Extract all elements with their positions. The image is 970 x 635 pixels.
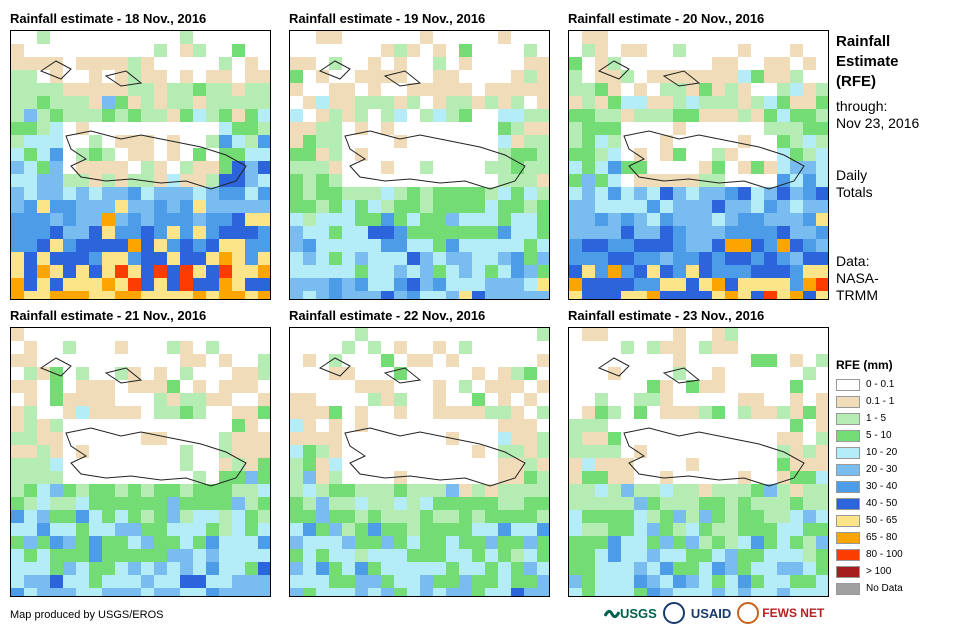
legend-label: 40 - 50: [866, 498, 898, 509]
legend-swatch: [836, 412, 860, 425]
coastline-outline: [318, 60, 526, 190]
map-panel-3: [568, 30, 829, 300]
map-panel-1: [10, 30, 271, 300]
coastline-outline: [39, 60, 247, 190]
legend-item: No Data: [836, 580, 903, 597]
legend-item: 30 - 40: [836, 478, 897, 495]
side-title-line-1: Rainfall: [836, 33, 891, 50]
logo-strip: USGS USAID FEWS NET: [604, 602, 824, 624]
legend-item: 65 - 80: [836, 529, 897, 546]
legend-item: 20 - 30: [836, 461, 897, 478]
legend-item: > 100: [836, 563, 891, 580]
legend-label: 80 - 100: [866, 549, 903, 560]
map-credit: Map produced by USGS/EROS: [10, 609, 164, 621]
coastline-outline: [597, 357, 805, 487]
data-line-1: Data:: [836, 253, 870, 269]
panel-title-4: Rainfall estimate - 21 Nov., 2016: [10, 308, 207, 323]
totals-line-2: Totals: [836, 184, 873, 200]
rainfall-grid: [290, 31, 549, 299]
coastline-outline: [39, 357, 247, 487]
legend-item: 0 - 0.1: [836, 376, 894, 393]
side-title-line-3: (RFE): [836, 73, 876, 90]
legend-swatch: [836, 446, 860, 459]
legend-swatch: [836, 514, 860, 527]
legend-label: 65 - 80: [866, 532, 898, 543]
side-totals: Daily Totals: [836, 167, 873, 201]
fewsnet-logo: FEWS NET: [737, 602, 824, 624]
legend-label: 0.1 - 1: [866, 396, 895, 407]
panel-title-3: Rainfall estimate - 20 Nov., 2016: [568, 11, 765, 26]
legend-swatch: [836, 429, 860, 442]
legend-swatch: [836, 463, 860, 476]
legend-title: RFE (mm): [836, 358, 893, 372]
legend-label: 20 - 30: [866, 464, 898, 475]
legend-item: 5 - 10: [836, 427, 892, 444]
side-title: Rainfall Estimate (RFE): [836, 32, 899, 92]
legend-swatch: [836, 531, 860, 544]
legend-item: 80 - 100: [836, 546, 903, 563]
side-title-line-2: Estimate: [836, 53, 899, 70]
coastline-outline: [597, 60, 805, 190]
legend-item: 40 - 50: [836, 495, 897, 512]
panel-title-1: Rainfall estimate - 18 Nov., 2016: [10, 11, 207, 26]
rainfall-grid: [569, 31, 828, 299]
map-panel-4: [10, 327, 271, 597]
usgs-logo: USGS: [604, 606, 657, 621]
through-date: Nov 23, 2016: [836, 115, 920, 131]
usgs-wave-icon: [604, 609, 620, 619]
fewsnet-seal-icon: [737, 602, 760, 624]
legend-label: 10 - 20: [866, 447, 898, 458]
legend-item: 10 - 20: [836, 444, 897, 461]
panel-title-6: Rainfall estimate - 23 Nov., 2016: [568, 308, 765, 323]
through-label: through:: [836, 98, 888, 114]
legend-label: No Data: [866, 583, 903, 594]
legend-swatch: [836, 497, 860, 510]
fewsnet-logo-text: FEWS NET: [762, 606, 825, 620]
map-panel-5: [289, 327, 550, 597]
legend-label: 5 - 10: [866, 430, 892, 441]
rainfall-grid: [11, 31, 270, 299]
usgs-logo-text: USGS: [620, 605, 657, 621]
panel-title-5: Rainfall estimate - 22 Nov., 2016: [289, 308, 486, 323]
usaid-logo-text: USAID: [690, 605, 732, 621]
legend-swatch: [836, 480, 860, 493]
legend-swatch: [836, 395, 860, 408]
legend-label: 0 - 0.1: [866, 379, 895, 390]
side-data-source: Data: NASA- TRMM: [836, 253, 879, 304]
legend-label: > 100: [866, 566, 892, 577]
rainfall-grid: [290, 328, 549, 596]
legend-item: 50 - 65: [836, 512, 897, 529]
totals-line-1: Daily: [836, 167, 868, 183]
rainfall-grid: [569, 328, 828, 596]
usaid-seal-icon: [662, 602, 685, 624]
legend-label: 1 - 5: [866, 413, 887, 424]
data-line-2: NASA-: [836, 270, 879, 286]
rainfall-grid: [11, 328, 270, 596]
panel-title-2: Rainfall estimate - 19 Nov., 2016: [289, 11, 486, 26]
map-panel-6: [568, 327, 829, 597]
coastline-outline: [318, 357, 526, 487]
legend-label: 50 - 65: [866, 515, 898, 526]
legend-swatch: [836, 565, 860, 578]
legend-swatch: [836, 582, 860, 595]
data-line-3: TRMM: [836, 287, 878, 303]
legend-swatch: [836, 378, 860, 391]
legend-item: 1 - 5: [836, 410, 886, 427]
side-through: through: Nov 23, 2016: [836, 98, 919, 132]
legend-label: 30 - 40: [866, 481, 898, 492]
legend-item: 0.1 - 1: [836, 393, 894, 410]
legend-swatch: [836, 548, 860, 561]
map-panel-2: [289, 30, 550, 300]
usaid-logo: USAID: [691, 606, 731, 621]
